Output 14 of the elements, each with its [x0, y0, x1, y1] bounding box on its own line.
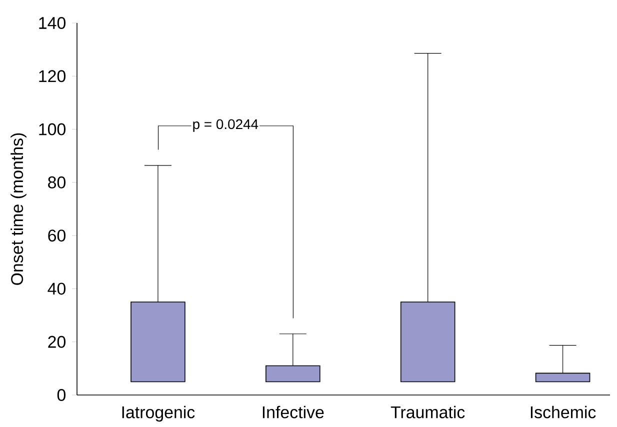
x-tick-label: Ischemic [530, 406, 596, 418]
x-tick-label: Traumatic [390, 406, 465, 418]
y-tick-label: 100 [39, 123, 66, 136]
y-tick-label: 20 [48, 336, 66, 348]
x-tick-label: Infective [262, 406, 324, 418]
y-tick-label: 40 [48, 282, 66, 295]
y-tick-label: 0 [57, 389, 66, 402]
y-tick-label: 80 [48, 176, 66, 188]
y-tick-label: 140 [39, 17, 66, 29]
y-tick-label: 60 [48, 230, 66, 242]
x-tick-label: Iatrogenic [122, 406, 195, 422]
y-tick-label: 120 [39, 70, 66, 82]
y-axis-title: Onset time (months) [10, 133, 26, 285]
annotation: p = 0.0244 [193, 119, 258, 132]
